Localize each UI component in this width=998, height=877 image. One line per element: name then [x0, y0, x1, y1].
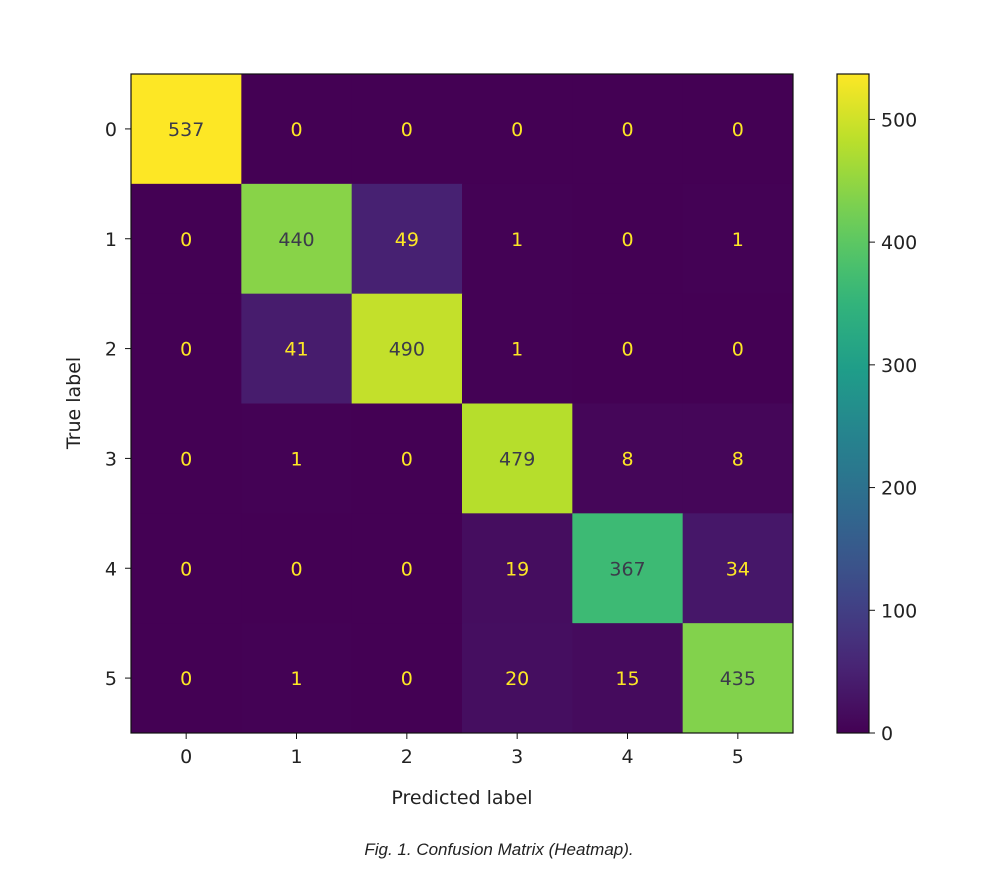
colorbar-tick-label: 0	[881, 723, 893, 745]
cell-value-label: 1	[290, 448, 302, 470]
cell-value-label: 0	[511, 119, 523, 141]
matrix-cell	[241, 293, 353, 404]
matrix-cell	[241, 74, 353, 185]
cell-value-label: 367	[609, 558, 645, 580]
matrix-cell	[572, 183, 684, 295]
cell-value-label: 34	[726, 558, 750, 580]
y-axis-label: True label	[63, 357, 85, 450]
cell-value-label: 1	[732, 229, 744, 251]
matrix-cell	[131, 623, 242, 734]
matrix-cell	[351, 513, 463, 624]
y-tick-label: 1	[105, 229, 117, 251]
matrix-cell	[572, 403, 684, 514]
cell-value-label: 537	[168, 119, 204, 141]
plot-frame	[130, 73, 794, 734]
matrix-cell	[131, 513, 242, 624]
matrix-cell	[572, 623, 684, 734]
matrix-cell	[462, 74, 573, 185]
x-tick-label: 4	[621, 746, 633, 768]
x-tick-label: 5	[732, 746, 744, 768]
cell-value-label: 440	[278, 229, 314, 251]
matrix-cell	[241, 513, 353, 624]
y-tick-label: 4	[105, 558, 117, 580]
matrix-cell	[682, 183, 794, 295]
cell-value-label: 8	[621, 448, 633, 470]
matrix-cell	[351, 403, 463, 514]
cell-value-label: 0	[180, 558, 192, 580]
matrix-cell	[131, 183, 242, 295]
cell-value-label: 0	[621, 119, 633, 141]
matrix-cell	[241, 403, 353, 514]
matrix-cell	[241, 183, 353, 295]
matrix-cells: 537 0 0 0 0 0 0 440 49 1 0 1 0 41 490 1 0 0 0 1 0 479 8 8 0 0 0 19 3…	[131, 74, 794, 734]
cell-value-label: 0	[401, 448, 413, 470]
cell-value-label: 0	[401, 558, 413, 580]
matrix-cell	[462, 293, 573, 404]
matrix-cell	[351, 74, 463, 185]
x-tick-label: 1	[290, 746, 302, 768]
matrix-cell	[131, 403, 242, 514]
figure-caption: Fig. 1. Confusion Matrix (Heatmap).	[364, 840, 634, 859]
matrix-cell	[351, 623, 463, 734]
cell-value-label: 15	[615, 668, 639, 690]
cell-value-label: 0	[180, 448, 192, 470]
cell-value-label: 0	[401, 668, 413, 690]
cell-value-label: 479	[499, 448, 535, 470]
x-axis-label: Predicted label	[391, 787, 532, 809]
cell-value-label: 490	[389, 339, 425, 361]
colorbar-tick-label: 200	[881, 478, 917, 500]
y-tick-label: 5	[105, 668, 117, 690]
cell-value-label: 0	[180, 339, 192, 361]
matrix-cell	[131, 293, 242, 404]
matrix-cell	[131, 74, 242, 185]
cell-value-label: 0	[621, 339, 633, 361]
matrix-cell	[572, 513, 684, 624]
cell-value-label: 0	[401, 119, 413, 141]
matrix-cell	[462, 183, 573, 295]
matrix-cell	[682, 513, 794, 624]
colorbar-scale	[836, 73, 870, 734]
cell-value-label: 0	[180, 668, 192, 690]
matrix-cell	[351, 293, 463, 404]
cell-value-label: 1	[290, 668, 302, 690]
colorbar: 0 100 200 300 400 500	[836, 73, 917, 745]
cell-value-label: 0	[290, 558, 302, 580]
matrix-cell	[462, 623, 573, 734]
matrix-cell	[351, 183, 463, 295]
y-tick-label: 2	[105, 339, 117, 361]
matrix-cell	[572, 74, 684, 185]
colorbar-tick-label: 400	[881, 232, 917, 254]
cell-value-label: 0	[732, 119, 744, 141]
x-tick-label: 0	[180, 746, 192, 768]
matrix-cell	[462, 403, 573, 514]
matrix-cell	[241, 623, 353, 734]
y-tick-label: 3	[105, 448, 117, 470]
colorbar-tick-label: 300	[881, 355, 917, 377]
cell-value-label: 435	[720, 668, 756, 690]
cell-value-label: 0	[732, 339, 744, 361]
cell-value-label: 0	[621, 229, 633, 251]
x-tick-label: 3	[511, 746, 523, 768]
matrix-cell	[682, 403, 794, 514]
colorbar-tick-label: 500	[881, 109, 917, 131]
cell-value-label: 1	[511, 229, 523, 251]
colorbar-tick-label: 100	[881, 600, 917, 622]
cell-value-label: 1	[511, 339, 523, 361]
cell-value-label: 0	[290, 119, 302, 141]
matrix-cell	[682, 74, 794, 185]
matrix-cell	[462, 513, 573, 624]
cell-value-label: 41	[284, 339, 308, 361]
x-tick-label: 2	[401, 746, 413, 768]
matrix-cell	[682, 293, 794, 404]
cell-value-label: 20	[505, 668, 529, 690]
matrix-cell	[682, 623, 794, 734]
y-tick-label: 0	[105, 119, 117, 141]
cell-value-label: 49	[395, 229, 419, 251]
cell-value-label: 0	[180, 229, 192, 251]
cell-value-label: 19	[505, 558, 529, 580]
cell-value-label: 8	[732, 448, 744, 470]
matrix-cell	[572, 293, 684, 404]
